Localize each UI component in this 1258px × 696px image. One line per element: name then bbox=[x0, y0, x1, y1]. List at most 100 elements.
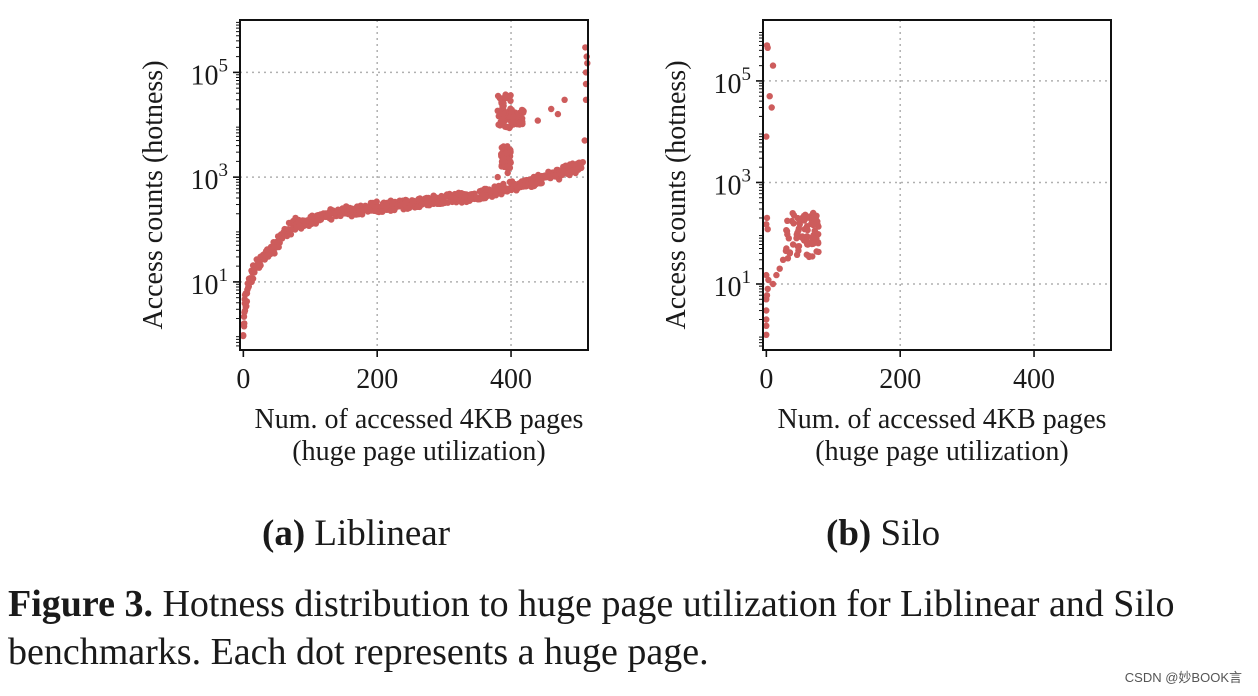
data-point bbox=[507, 97, 514, 105]
figure-charts: 0 200 400 101 103 105 Num. of accessed 4KB pag… bbox=[138, 19, 1112, 467]
subfigure-a-caption: (a) Liblinear bbox=[262, 512, 450, 555]
data-point bbox=[492, 192, 500, 199]
data-point bbox=[764, 226, 771, 233]
data-point bbox=[500, 155, 507, 162]
data-point bbox=[809, 253, 816, 260]
data-point bbox=[803, 214, 810, 222]
data-points-b bbox=[763, 42, 822, 338]
data-point bbox=[243, 298, 251, 305]
data-point bbox=[502, 93, 509, 101]
data-point bbox=[808, 220, 815, 228]
data-point bbox=[243, 303, 250, 310]
x-tick-label: 400 bbox=[1013, 364, 1055, 395]
data-point bbox=[241, 320, 248, 327]
data-point bbox=[763, 322, 770, 329]
data-point bbox=[763, 133, 770, 140]
data-point bbox=[507, 159, 514, 166]
data-point bbox=[508, 186, 515, 194]
data-point bbox=[763, 271, 770, 279]
plot-area-frame bbox=[762, 19, 1112, 351]
data-point bbox=[496, 94, 503, 102]
y-tick-label: 101 bbox=[191, 265, 229, 301]
y-tick-label: 105 bbox=[191, 55, 229, 91]
x-tick-label: 400 bbox=[490, 364, 532, 395]
data-point bbox=[245, 283, 252, 290]
data-point bbox=[765, 276, 772, 284]
data-point bbox=[809, 240, 817, 247]
x-tick-label: 200 bbox=[356, 364, 398, 395]
data-point bbox=[581, 137, 588, 144]
chart-panel-b: 0 200 400 101 103 105 Num. of accessed 4KB pag… bbox=[661, 19, 1112, 467]
x-tick-label: 200 bbox=[879, 364, 921, 395]
data-point bbox=[431, 193, 438, 200]
data-point bbox=[328, 216, 335, 223]
x-tick-label: 0 bbox=[759, 364, 773, 395]
data-point bbox=[455, 191, 462, 198]
x-tick-label: 0 bbox=[236, 364, 250, 395]
data-point bbox=[504, 169, 511, 177]
data-point bbox=[815, 231, 822, 238]
y-tick-label: 105 bbox=[714, 64, 752, 100]
figure-caption-text: Hotness distribution to huge page utiliz… bbox=[8, 583, 1175, 673]
y-tick-label: 103 bbox=[714, 165, 752, 201]
data-point bbox=[799, 233, 806, 240]
data-point bbox=[548, 105, 555, 113]
data-point bbox=[815, 223, 822, 230]
x-axis-label-secondary: (huge page utilization) bbox=[292, 436, 545, 467]
data-point bbox=[803, 239, 810, 246]
data-point bbox=[257, 262, 264, 269]
data-point bbox=[582, 44, 589, 51]
data-point bbox=[763, 316, 770, 323]
data-points-a bbox=[240, 44, 591, 340]
data-point bbox=[578, 164, 585, 172]
data-point bbox=[500, 102, 507, 110]
data-point bbox=[317, 216, 325, 223]
data-point bbox=[534, 117, 541, 124]
data-point bbox=[783, 227, 791, 235]
subfigure-a-label: (a) bbox=[262, 513, 306, 554]
data-point bbox=[786, 250, 793, 257]
data-point bbox=[519, 120, 526, 128]
data-point bbox=[504, 143, 511, 150]
data-point bbox=[783, 245, 790, 252]
x-axis-label: Num. of accessed 4KB pages bbox=[255, 404, 584, 435]
x-axis-label-secondary: (huge page utilization) bbox=[815, 436, 1068, 467]
data-point bbox=[533, 180, 540, 188]
data-point bbox=[402, 198, 410, 206]
data-point bbox=[784, 255, 792, 262]
data-point bbox=[503, 150, 510, 157]
data-point bbox=[479, 191, 486, 198]
data-point bbox=[763, 292, 771, 299]
data-point bbox=[498, 144, 505, 151]
data-point bbox=[776, 265, 783, 272]
data-point bbox=[764, 44, 771, 51]
y-tick-label: 103 bbox=[191, 160, 229, 196]
watermark: CSDN @妙BOOK言 bbox=[1124, 670, 1242, 685]
figure-caption-label: Figure 3. bbox=[8, 583, 153, 625]
data-point bbox=[769, 62, 777, 69]
chart-panel-a: 0 200 400 101 103 105 Num. of accessed 4KB pag… bbox=[138, 19, 591, 467]
data-point bbox=[763, 307, 770, 314]
data-point bbox=[785, 235, 792, 242]
data-point bbox=[796, 221, 803, 228]
data-point bbox=[249, 275, 257, 282]
y-tick-label: 101 bbox=[714, 267, 752, 303]
data-point bbox=[763, 331, 770, 338]
data-point bbox=[815, 240, 822, 247]
data-point bbox=[496, 110, 504, 117]
subfigure-a-title: Liblinear bbox=[314, 513, 451, 554]
data-point bbox=[768, 104, 775, 111]
y-axis-label: Access counts (hotness) bbox=[138, 60, 169, 329]
data-point bbox=[803, 233, 811, 240]
data-point bbox=[815, 248, 822, 256]
data-point bbox=[508, 106, 515, 114]
data-point bbox=[795, 247, 802, 254]
data-point bbox=[790, 220, 797, 227]
data-point bbox=[552, 172, 559, 179]
data-point bbox=[763, 221, 770, 228]
data-point bbox=[813, 212, 820, 219]
data-point bbox=[789, 241, 797, 248]
data-point bbox=[337, 212, 344, 220]
subfigure-b-label: (b) bbox=[826, 513, 872, 554]
data-point bbox=[769, 280, 777, 288]
